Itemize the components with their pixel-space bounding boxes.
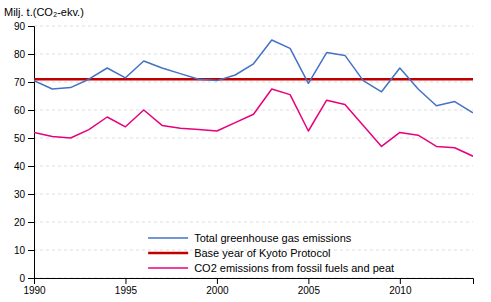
tick-label: 70 — [14, 77, 26, 88]
tick-mark — [400, 278, 401, 284]
tick: 20 — [14, 217, 34, 228]
grid-line — [34, 166, 473, 167]
tick-label: 80 — [14, 49, 26, 60]
marks — [34, 40, 473, 156]
series-line — [34, 40, 473, 113]
legend: Total greenhouse gas emissions Base year … — [148, 232, 394, 274]
tick: 70 — [14, 77, 34, 88]
tick: 1990 — [23, 278, 46, 296]
reference-line — [34, 78, 473, 81]
tick-mark — [125, 278, 126, 284]
tick-mark — [28, 166, 34, 167]
tick: 2005 — [298, 278, 321, 296]
grid-line — [34, 54, 473, 55]
legend-swatch — [148, 252, 188, 255]
legend-swatch — [148, 267, 188, 269]
tick-label: 60 — [14, 105, 26, 116]
plot: 1990 1995 2000 2005 2010 0 10 20 30 40 50 60 70 80 90 T… — [14, 21, 474, 296]
grid-line — [34, 26, 473, 27]
grid-line — [34, 110, 473, 111]
legend-item: Total greenhouse gas emissions — [148, 232, 352, 244]
tick: 1995 — [115, 278, 138, 296]
tick-label: 10 — [14, 245, 26, 256]
legend-item: Base year of Kyoto Protocol — [148, 247, 330, 259]
tick-label: 50 — [14, 133, 26, 144]
grid-line — [34, 82, 473, 83]
grid-line — [34, 138, 473, 139]
legend-swatch — [148, 237, 188, 239]
tick: 30 — [14, 189, 34, 200]
tick-label: 30 — [14, 189, 26, 200]
tick: 90 — [14, 21, 34, 32]
grid-line — [34, 222, 473, 223]
tick-label: 2005 — [298, 285, 321, 296]
tick: 10 — [14, 245, 34, 256]
legend-item: CO2 emissions from fossil fuels and peat — [148, 262, 394, 274]
tick-label: 90 — [14, 21, 26, 32]
axis-title: Milj. t.(CO₂-ekv.) — [4, 6, 84, 18]
tick-mark — [308, 278, 309, 284]
tick: 80 — [14, 49, 34, 60]
tick-mark — [217, 278, 218, 284]
legend-label: Total greenhouse gas emissions — [194, 232, 352, 244]
tick-mark — [28, 250, 34, 251]
tick-mark — [28, 194, 34, 195]
tick-label: 0 — [19, 273, 25, 284]
tick: 2000 — [206, 278, 229, 296]
tick: 2010 — [389, 278, 412, 296]
tick: 50 — [14, 133, 34, 144]
tick-label: 40 — [14, 161, 26, 172]
grid — [34, 26, 473, 278]
grid-line — [34, 194, 473, 195]
tick-mark — [28, 222, 34, 223]
y-axis: 0 10 20 30 40 50 60 70 80 90 — [14, 21, 35, 284]
tick-mark — [28, 138, 34, 139]
legend-label: Base year of Kyoto Protocol — [194, 247, 330, 259]
tick: 0 — [19, 273, 34, 284]
axis-line — [35, 279, 474, 285]
x-axis: 1990 1995 2000 2005 2010 — [23, 278, 473, 296]
tick: 40 — [14, 161, 34, 172]
tick-mark — [28, 278, 34, 279]
tick-label: 1995 — [115, 285, 138, 296]
tick-mark — [28, 110, 34, 111]
tick-mark — [28, 54, 34, 55]
tick-label: 20 — [14, 217, 26, 228]
chart: 1990 1995 2000 2005 2010 0 10 20 30 40 50 60 70 80 90 T… — [0, 0, 491, 302]
tick-label: 2000 — [206, 285, 229, 296]
tick-label: 1990 — [23, 285, 46, 296]
legend-label: CO2 emissions from fossil fuels and peat — [194, 262, 394, 274]
axis-line — [28, 27, 35, 279]
tick-label: 2010 — [389, 285, 412, 296]
tick-mark — [28, 26, 34, 27]
tick-mark — [28, 82, 34, 83]
tick: 60 — [14, 105, 34, 116]
series-line — [34, 89, 473, 156]
